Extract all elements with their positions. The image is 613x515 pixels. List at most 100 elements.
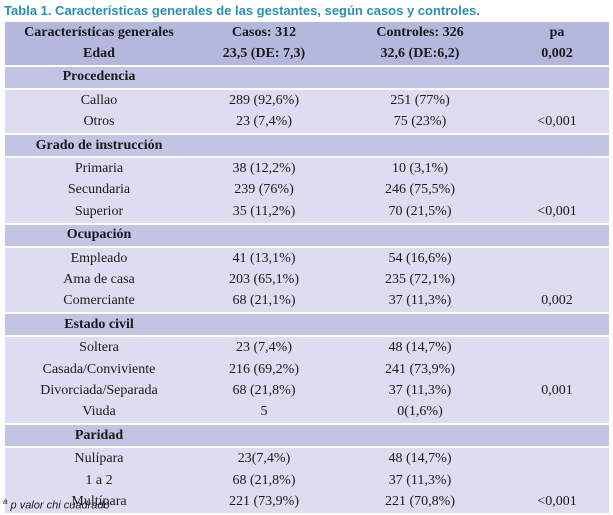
table-cell [193,132,335,158]
table-cell: Casada/Conviviente [5,358,193,381]
table-cell: 221 (73,9%) [193,491,335,513]
section-header-row: Estado civil [5,312,609,337]
table-cell [193,222,335,247]
table-cell: Nulípara [5,446,193,470]
table-cell: 68 (21,8%) [193,380,335,402]
table-cell: 216 (69,2%) [193,358,335,381]
table-cell [193,423,335,448]
table-cell: 37 (11,3%) [335,469,505,492]
table-cell: Edad [5,43,193,66]
table-cell: 23 (7,4%) [193,111,335,134]
section-header-row: Ocupación [5,222,609,247]
table-cell: 239 (76%) [193,179,335,202]
table-cell: 23,5 (DE: 7,3) [193,43,335,66]
table-row: Primaria 38 (12,2%) 10 (3,1%) [5,156,609,180]
table-cell [505,358,609,381]
table-cell: 54 (16,6%) [335,245,505,270]
table-cell: 235 (72,1%) [335,269,505,291]
table-cell: 68 (21,8%) [193,469,335,492]
table-cell [505,88,609,112]
table-cell [335,312,505,337]
section-title: Procedencia [5,64,193,90]
table-cell: 0,001 [505,380,609,402]
table-cell: Empleado [5,245,193,270]
table-row: Multípara 221 (73,9%) 221 (70,8%) <0,001 [5,491,609,513]
table-row: Viuda 5 0(1,6%) [5,401,609,425]
table-cell [505,245,609,270]
table-row: Casada/Conviviente 216 (69,2%) 241 (73,9%) [5,358,609,381]
table-cell: Primaria [5,156,193,180]
table-row: Ama de casa 203 (65,1%) 235 (72,1%) [5,269,609,291]
footnote-text: p valor chi cuadrado [10,499,110,512]
section-header-row: Procedencia [5,64,609,90]
section-title: Paridad [5,423,193,448]
table-cell: Otros [5,111,193,134]
table-row: Otros 23 (7,4%) 75 (23%) <0,001 [5,111,609,134]
table-cell [505,423,609,448]
section-title: Estado civil [5,312,193,337]
table-cell [505,446,609,470]
table-cell: Controles: 326 [335,22,505,44]
table-row: Nulípara 23(7,4%) 48 (14,7%) [5,446,609,470]
table-cell: 35 (11,2%) [193,201,335,224]
section-title: Ocupación [5,222,193,247]
table-cell: Comerciante [5,290,193,314]
section-header-row: Grado de instrucción [5,132,609,158]
table-cell: 10 (3,1%) [335,156,505,180]
table-cell: 70 (21,5%) [335,201,505,224]
table-row: Empleado 41 (13,1%) 54 (16,6%) [5,245,609,270]
table-cell: Secundaria [5,179,193,202]
table-row: Soltera 23 (7,4%) 48 (14,7%) [5,335,609,359]
table-row: Callao 289 (92,6%) 251 (77%) [5,88,609,112]
table-cell: 203 (65,1%) [193,269,335,291]
table-cell [505,312,609,337]
table-cell: 75 (23%) [335,111,505,134]
footnote: a p valor chi cuadrado [3,497,110,512]
table-cell: 0,002 [505,290,609,314]
table-cell: Ama de casa [5,269,193,291]
table-cell: 241 (73,9%) [335,358,505,381]
table-cell: 38 (12,2%) [193,156,335,180]
table-cell: Características generales [5,22,193,44]
table-cell: 23(7,4%) [193,446,335,470]
table-cell: Divorciada/Separada [5,380,193,402]
table-cell [505,222,609,247]
table-cell: 23 (7,4%) [193,335,335,359]
table-cell [505,469,609,492]
table-cell: 68 (21,1%) [193,290,335,314]
table-cell: Casos: 312 [193,22,335,44]
table-cell: 1 a 2 [5,469,193,492]
table-cell [505,269,609,291]
table-cell [335,222,505,247]
table-row: Superior 35 (11,2%) 70 (21,5%) <0,001 [5,201,609,224]
header-row: Edad 23,5 (DE: 7,3) 32,6 (DE:6,2) 0,002 [5,43,609,66]
characteristics-table: Características generales Casos: 312 Contr… [5,22,609,513]
table-cell: <0,001 [505,111,609,134]
table-cell: 0(1,6%) [335,401,505,425]
table-cell [505,401,609,425]
table-cell: <0,001 [505,201,609,224]
section-header-row: Paridad [5,423,609,448]
table-cell: 251 (77%) [335,88,505,112]
table-cell: 48 (14,7%) [335,335,505,359]
table-cell: Callao [5,88,193,112]
section-title: Grado de instrucción [5,132,193,158]
table-cell: Multípara [5,491,193,513]
table-cell [505,335,609,359]
header-row: Características generales Casos: 312 Contr… [5,22,609,44]
table-cell: 48 (14,7%) [335,446,505,470]
table-cell [335,64,505,90]
table-cell: 41 (13,1%) [193,245,335,270]
table-row: Secundaria 239 (76%) 246 (75,5%) [5,179,609,202]
table-cell: 32,6 (DE:6,2) [335,43,505,66]
table-cell: 5 [193,401,335,425]
table-cell [193,64,335,90]
table-row: Divorciada/Separada 68 (21,8%) 37 (11,3%) 0… [5,380,609,402]
table-cell: 246 (75,5%) [335,179,505,202]
table-cell: <0,001 [505,491,609,513]
table-cell [505,156,609,180]
table-cell: pa [505,22,609,44]
table-row: Comerciante 68 (21,1%) 37 (11,3%) 0,002 [5,290,609,314]
table-cell: Superior [5,201,193,224]
table-row: 1 a 2 68 (21,8%) 37 (11,3%) [5,469,609,492]
